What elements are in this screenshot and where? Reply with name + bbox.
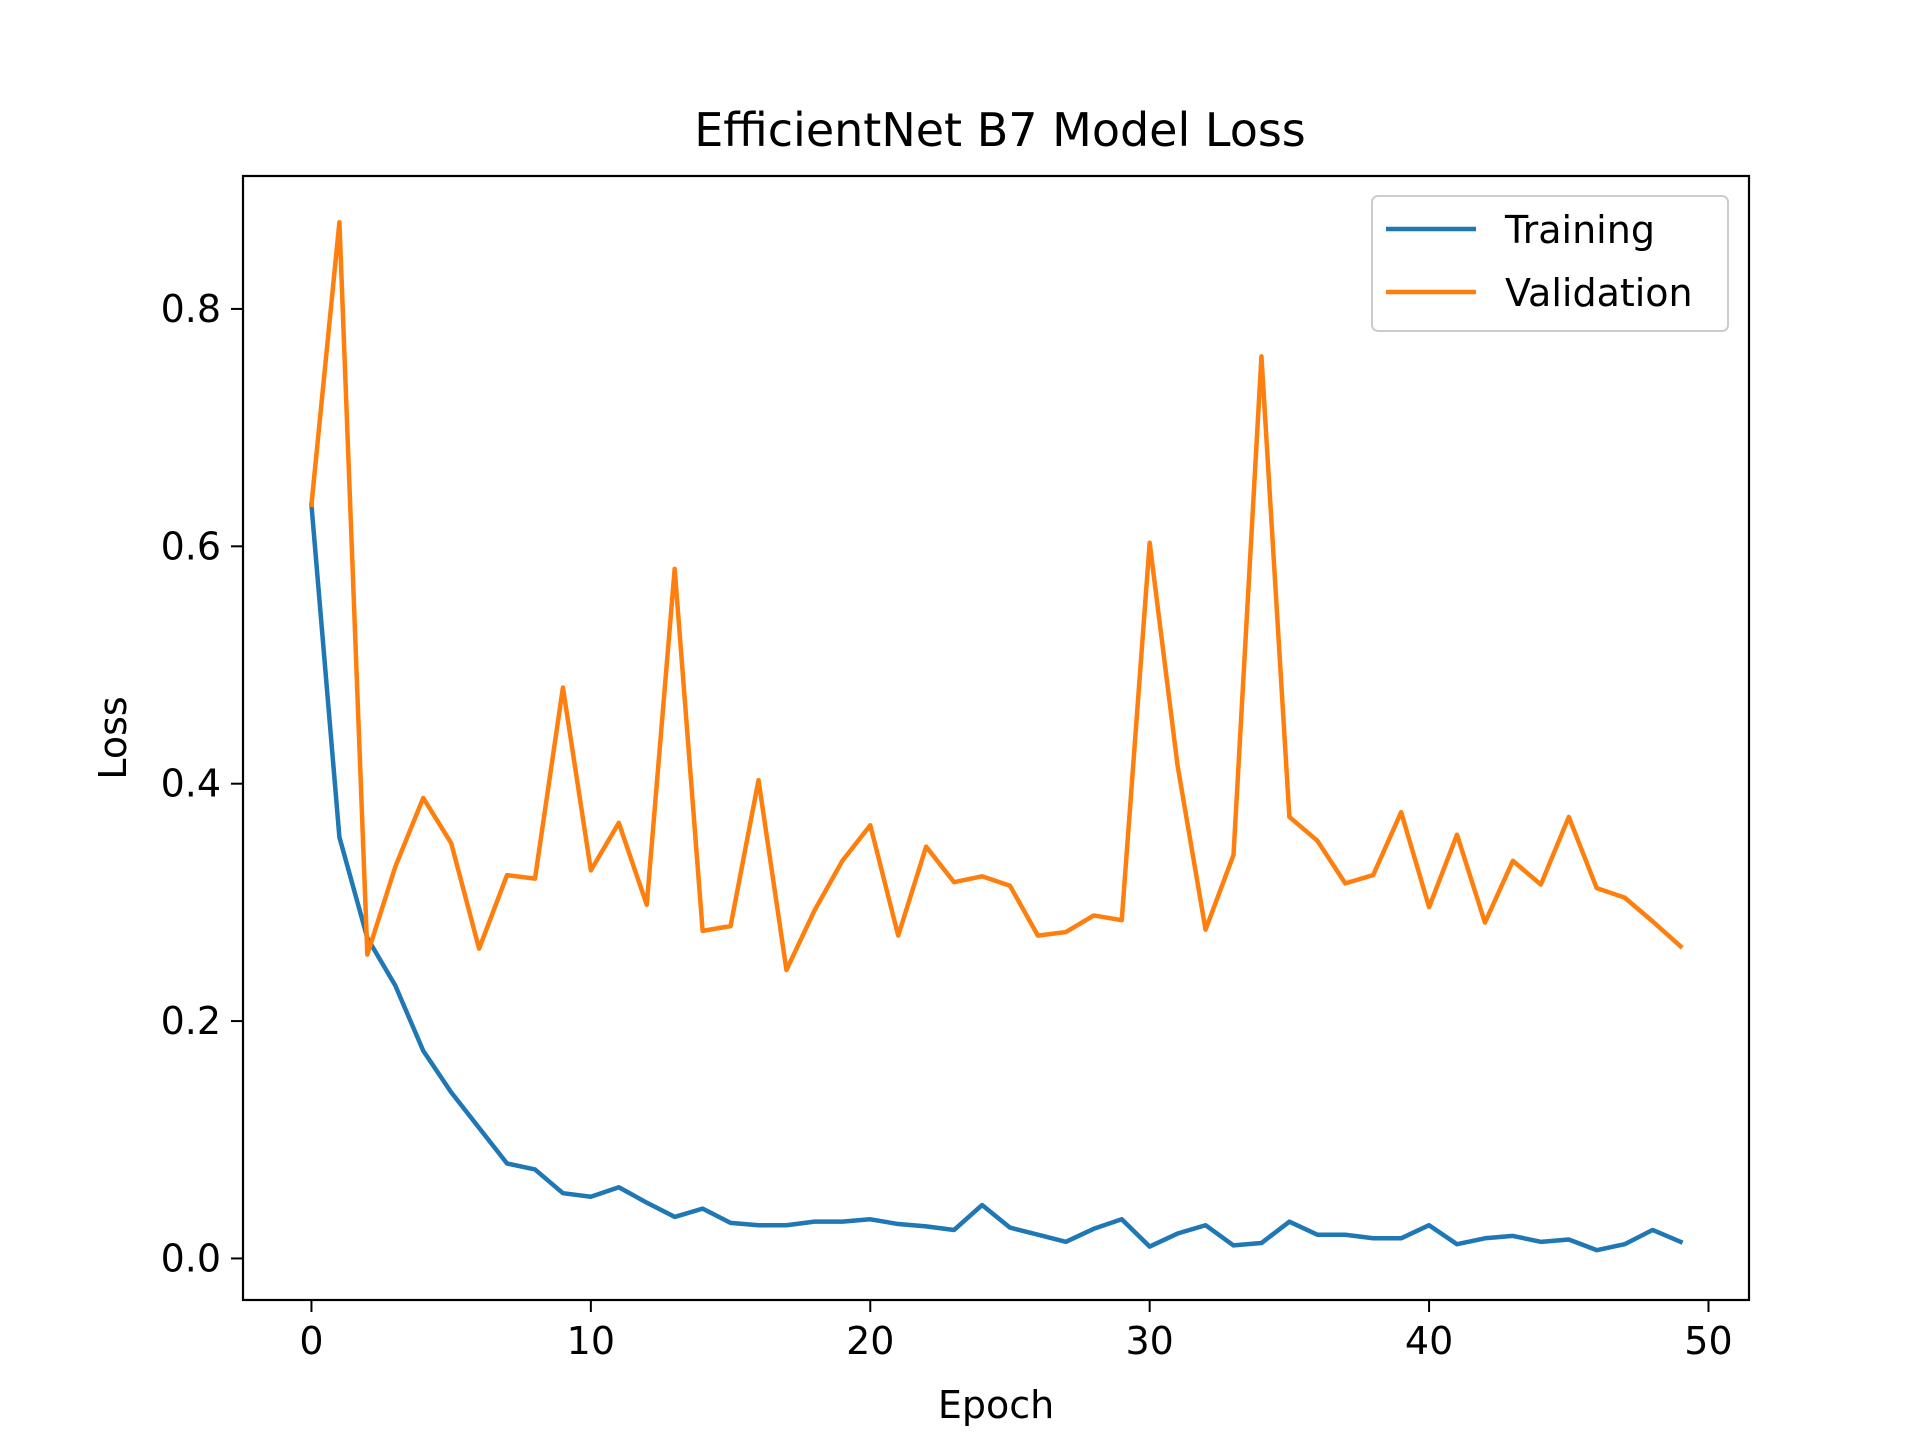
x-tick-label: 30: [1125, 1319, 1173, 1363]
series-line-validation: [308, 220, 1684, 973]
legend: Training Validation: [1371, 195, 1729, 332]
y-axis: 0.0 0.2 0.4 0.6 0.8: [161, 287, 243, 1280]
x-tick-label: 10: [567, 1319, 615, 1363]
x-tick-label: 50: [1684, 1319, 1732, 1363]
chart-title: EfficientNet B7 Model Loss: [694, 103, 1306, 157]
y-axis-label: Loss: [91, 696, 135, 779]
y-tick-label: 0.8: [161, 287, 221, 331]
y-tick-label: 0.6: [161, 524, 221, 568]
x-axis: 0 10 20 30 40 50: [299, 1300, 1733, 1363]
x-axis-label: Epoch: [938, 1383, 1054, 1427]
series-line-training: [309, 502, 1684, 1253]
y-tick-label: 0.4: [161, 762, 221, 806]
x-tick-label: 0: [299, 1319, 323, 1363]
y-tick-label: 0.0: [161, 1236, 221, 1280]
y-tick-label: 0.2: [161, 999, 221, 1043]
series-lines: [308, 220, 1684, 1253]
legend-label-validation: Validation: [1505, 271, 1693, 315]
plot-area-frame: [241, 174, 1751, 1302]
legend-label-training: Training: [1504, 208, 1655, 252]
x-tick-label: 40: [1405, 1319, 1453, 1363]
x-tick-label: 20: [846, 1319, 894, 1363]
